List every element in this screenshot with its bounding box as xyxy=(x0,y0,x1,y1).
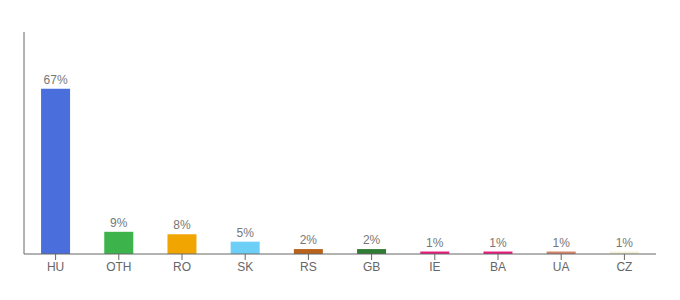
svg-text:2%: 2% xyxy=(363,233,381,247)
svg-text:2%: 2% xyxy=(300,233,318,247)
svg-text:1%: 1% xyxy=(426,236,444,250)
svg-text:5%: 5% xyxy=(236,226,254,240)
svg-text:67%: 67% xyxy=(44,73,68,87)
svg-text:GB: GB xyxy=(363,260,380,274)
svg-text:BA: BA xyxy=(490,260,506,274)
svg-text:9%: 9% xyxy=(110,216,128,230)
svg-text:RS: RS xyxy=(300,260,317,274)
svg-text:CZ: CZ xyxy=(616,260,632,274)
svg-text:1%: 1% xyxy=(616,236,634,250)
svg-text:8%: 8% xyxy=(173,218,191,232)
svg-text:IE: IE xyxy=(429,260,440,274)
svg-text:UA: UA xyxy=(553,260,570,274)
svg-text:1%: 1% xyxy=(489,236,507,250)
svg-text:HU: HU xyxy=(47,260,64,274)
svg-text:SK: SK xyxy=(237,260,253,274)
svg-text:RO: RO xyxy=(173,260,191,274)
svg-text:1%: 1% xyxy=(552,236,570,250)
svg-text:OTH: OTH xyxy=(106,260,131,274)
